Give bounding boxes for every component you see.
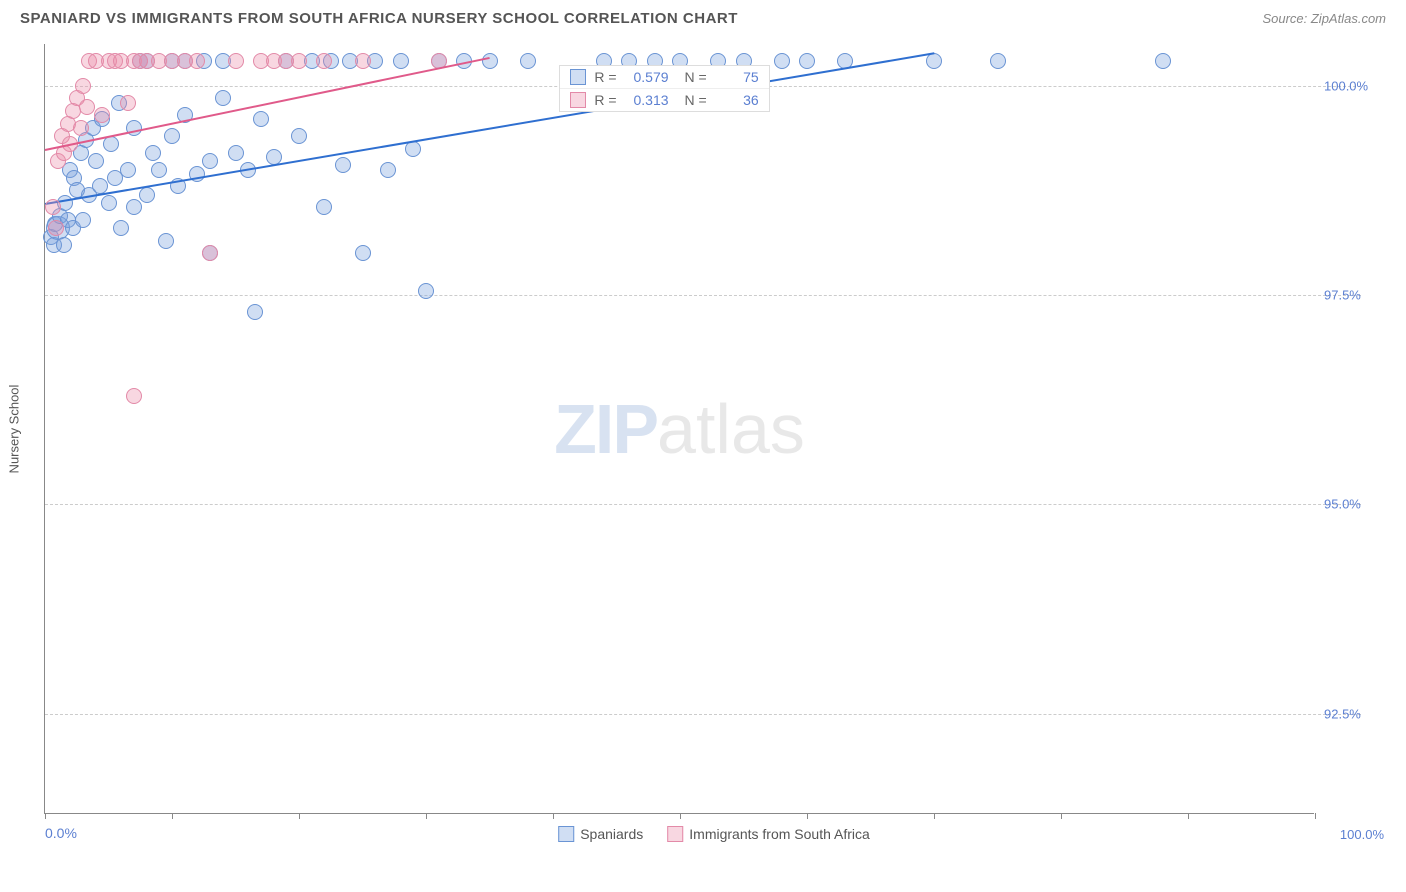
stats-row: R = 0.313 N = 36 [560,88,768,111]
data-point-spaniards [139,187,155,203]
data-point-immigrants_sa [48,220,64,236]
trend-line-spaniards [45,52,934,205]
data-point-spaniards [1155,53,1171,69]
data-point-spaniards [335,157,351,173]
data-point-immigrants_sa [202,245,218,261]
data-point-spaniards [316,199,332,215]
data-point-spaniards [113,220,129,236]
legend-swatch-icon [558,826,574,842]
data-point-immigrants_sa [45,199,61,215]
watermark-rest: atlas [657,390,805,468]
data-point-spaniards [120,162,136,178]
stat-r-label: R = [594,92,616,108]
data-point-spaniards [101,195,117,211]
x-tick [934,813,935,819]
data-point-immigrants_sa [75,78,91,94]
legend-item-immigrants: Immigrants from South Africa [667,826,870,842]
data-point-spaniards [228,145,244,161]
chart-header: SPANIARD VS IMMIGRANTS FROM SOUTH AFRICA… [0,0,1406,33]
data-point-spaniards [164,128,180,144]
y-tick-label: 92.5% [1324,706,1361,721]
x-tick [1315,813,1316,819]
stats-swatch-icon [570,69,586,85]
data-point-spaniards [75,212,91,228]
data-point-immigrants_sa [316,53,332,69]
data-point-spaniards [482,53,498,69]
data-point-spaniards [158,233,174,249]
data-point-spaniards [103,136,119,152]
x-tick-label-max: 100.0% [1340,827,1384,842]
data-point-spaniards [774,53,790,69]
data-point-immigrants_sa [228,53,244,69]
data-point-immigrants_sa [126,388,142,404]
data-point-immigrants_sa [94,107,110,123]
data-point-immigrants_sa [73,120,89,136]
data-point-spaniards [253,111,269,127]
plot-area: ZIPatlas 0.0%R =0.579N =75R =0.313N =36 [44,44,1314,814]
y-tick-label: 97.5% [1324,288,1361,303]
data-point-immigrants_sa [79,99,95,115]
stat-r-value: 0.313 [625,92,669,108]
data-point-spaniards [520,53,536,69]
x-tick [172,813,173,819]
data-point-spaniards [990,53,1006,69]
stat-n-value: 75 [715,69,759,85]
source-label: Source: ZipAtlas.com [1262,11,1386,26]
data-point-spaniards [145,145,161,161]
data-point-spaniards [56,237,72,253]
legend-swatch-icon [667,826,683,842]
watermark-bold: ZIP [554,390,657,468]
data-point-spaniards [151,162,167,178]
data-point-spaniards [380,162,396,178]
x-tick [299,813,300,819]
stat-n-label: N = [685,92,707,108]
data-point-spaniards [799,53,815,69]
data-point-immigrants_sa [355,53,371,69]
data-point-spaniards [202,153,218,169]
data-point-spaniards [247,304,263,320]
y-axis-title: Nursery School [7,385,22,474]
data-point-spaniards [418,283,434,299]
stat-r-value: 0.579 [625,69,669,85]
gridline [45,714,1361,715]
x-tick [45,813,46,819]
legend-label: Immigrants from South Africa [689,826,870,842]
chart-container: ZIPatlas 0.0%R =0.579N =75R =0.313N =36 … [44,44,1384,814]
stat-n-value: 36 [715,92,759,108]
stats-row: R = 0.579 N = 75 [560,66,768,88]
stats-box: R = 0.579 N = 75 R = 0.313 N = 36 [559,65,769,112]
y-tick-label: 100.0% [1324,78,1368,93]
x-tick [807,813,808,819]
gridline [45,295,1361,296]
stat-r-label: R = [594,69,616,85]
legend-item-spaniards: Spaniards [558,826,643,842]
x-tick [680,813,681,819]
stat-n-label: N = [685,69,707,85]
data-point-immigrants_sa [120,95,136,111]
data-point-spaniards [393,53,409,69]
x-tick [426,813,427,819]
data-point-spaniards [355,245,371,261]
gridline [45,504,1361,505]
x-tick [553,813,554,819]
legend-label: Spaniards [580,826,643,842]
data-point-spaniards [215,90,231,106]
data-point-spaniards [291,128,307,144]
bottom-legend: Spaniards Immigrants from South Africa [558,826,870,842]
chart-title: SPANIARD VS IMMIGRANTS FROM SOUTH AFRICA… [20,10,738,27]
data-point-immigrants_sa [189,53,205,69]
x-tick-label-min: 0.0% [45,825,77,841]
y-tick-label: 95.0% [1324,497,1361,512]
data-point-immigrants_sa [291,53,307,69]
stats-swatch-icon [570,92,586,108]
watermark: ZIPatlas [554,389,805,469]
x-tick [1061,813,1062,819]
data-point-spaniards [88,153,104,169]
x-tick [1188,813,1189,819]
data-point-spaniards [126,199,142,215]
